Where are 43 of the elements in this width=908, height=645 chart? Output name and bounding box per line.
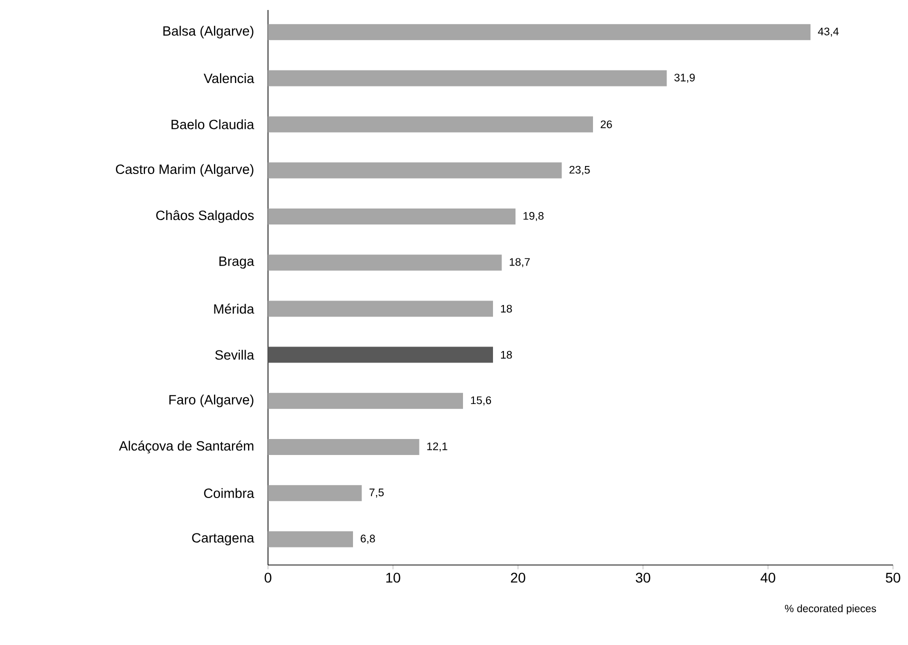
data-label: 12,1 [427,442,448,452]
data-label: 19,8 [524,212,544,222]
bar [268,162,562,178]
bar [268,485,362,502]
x-tick-label: 30 [636,572,650,583]
data-label: 18 [501,304,512,313]
bar [268,531,354,548]
y-tick-label: Castro Marim (Algarve) [116,164,254,177]
y-tick-label: Balsa (Algarve) [163,26,254,38]
bar [268,70,667,86]
y-tick-label: Mérida [214,304,254,314]
y-tick-label: Faro (Algarve) [169,394,254,408]
data-label: 26 [600,120,612,128]
y-tick-label: Baelo Claudia [172,119,254,130]
bar [268,438,420,455]
data-label: 23,5 [570,166,590,175]
data-label: 31,9 [674,74,695,83]
y-tick-label: Cartagena [192,533,254,546]
bar [268,346,494,363]
data-label: 6,8 [360,534,375,544]
data-label: 15,6 [471,396,492,406]
x-tick-label: 40 [760,572,776,583]
data-label: 18,7 [510,258,530,268]
data-label: 43,4 [818,28,839,37]
x-tick-label: 0 [264,572,272,583]
bar [268,116,594,132]
x-tick-label: 50 [886,572,900,583]
x-tick-label: 10 [386,572,400,583]
bar [268,392,464,409]
y-tick-label: Châos Salgados [156,210,254,223]
data-label: 7,5 [370,488,384,498]
bar [268,208,516,225]
y-tick-label: Coimbra [204,488,254,498]
bar [268,254,502,271]
y-tick-label: Sevilla [215,350,254,360]
y-tick-label: Alcáçova de Santarém [118,440,254,454]
data-label: 18 [501,350,512,359]
x-axis-title: % decorated pieces [784,604,876,614]
bar [268,300,494,317]
bar [268,24,811,40]
x-tick-label: 20 [510,572,526,583]
y-tick-label: Valencia [204,73,254,84]
y-tick-label: Braga [219,256,254,269]
